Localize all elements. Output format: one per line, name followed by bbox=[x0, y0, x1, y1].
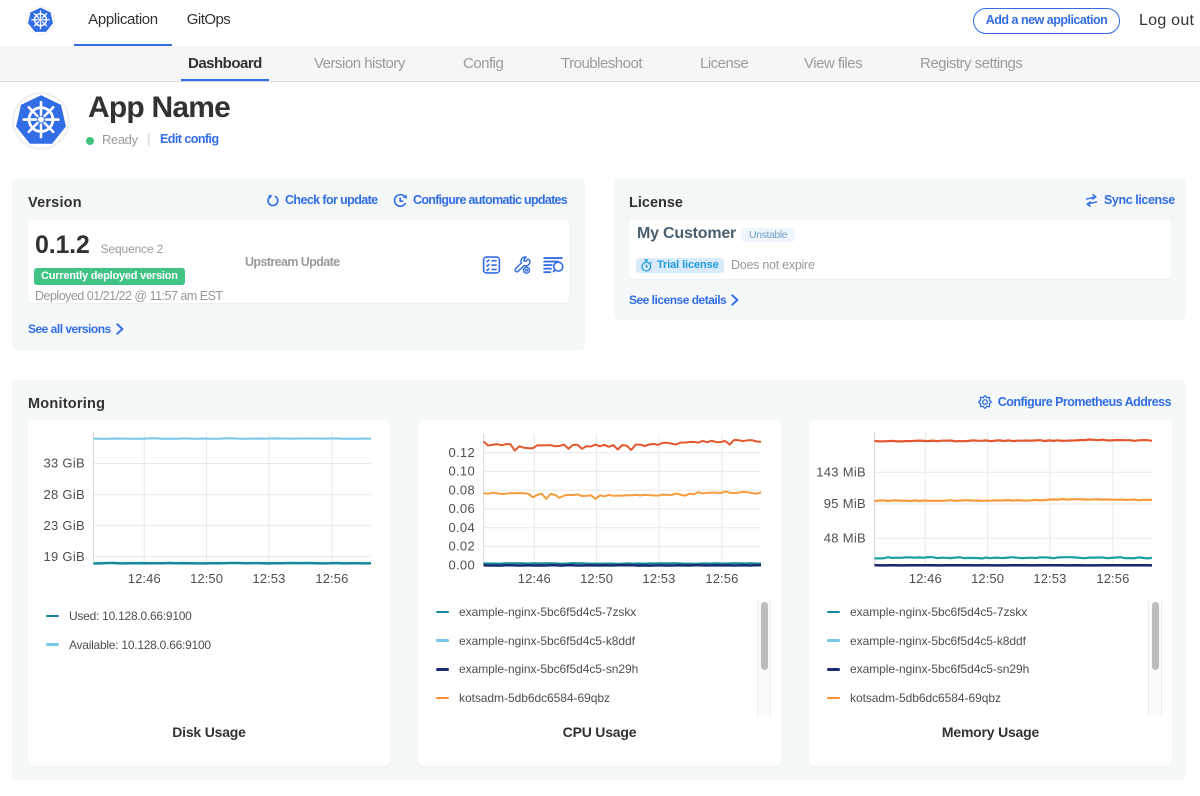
svg-text:12:56: 12:56 bbox=[705, 571, 738, 586]
svg-text:23 GiB: 23 GiB bbox=[43, 518, 85, 533]
svg-text:12:53: 12:53 bbox=[252, 571, 285, 586]
svg-text:0.00: 0.00 bbox=[448, 557, 475, 572]
svg-text:0.04: 0.04 bbox=[448, 520, 475, 535]
svg-text:0.02: 0.02 bbox=[448, 539, 475, 554]
svg-text:0.10: 0.10 bbox=[448, 464, 475, 479]
svg-text:12:53: 12:53 bbox=[642, 571, 675, 586]
svg-text:12:46: 12:46 bbox=[518, 571, 551, 586]
svg-text:0.06: 0.06 bbox=[448, 501, 475, 516]
svg-text:12:50: 12:50 bbox=[190, 571, 223, 586]
svg-text:12:46: 12:46 bbox=[128, 571, 161, 586]
svg-text:12:56: 12:56 bbox=[1096, 571, 1129, 586]
svg-text:143 MiB: 143 MiB bbox=[816, 464, 866, 479]
svg-text:48 MiB: 48 MiB bbox=[824, 531, 866, 546]
svg-text:12:56: 12:56 bbox=[315, 571, 348, 586]
svg-text:12:50: 12:50 bbox=[971, 571, 1004, 586]
svg-text:12:46: 12:46 bbox=[909, 571, 942, 586]
svg-text:0.12: 0.12 bbox=[448, 445, 475, 460]
svg-text:95 MiB: 95 MiB bbox=[824, 496, 866, 511]
svg-text:19 GiB: 19 GiB bbox=[43, 549, 85, 564]
svg-text:33 GiB: 33 GiB bbox=[43, 456, 85, 471]
svg-text:0.08: 0.08 bbox=[448, 482, 475, 497]
svg-text:28 GiB: 28 GiB bbox=[43, 487, 85, 502]
svg-text:12:50: 12:50 bbox=[580, 571, 613, 586]
svg-text:12:53: 12:53 bbox=[1033, 571, 1066, 586]
